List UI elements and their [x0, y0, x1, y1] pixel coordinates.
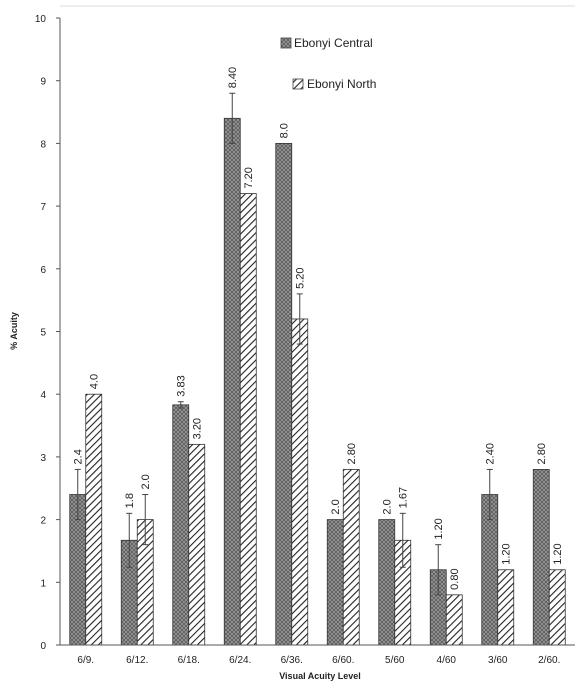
x-tick-label: 6/24. — [229, 655, 251, 666]
x-tick-label: 6/60. — [332, 655, 354, 666]
data-label-ebonyi-north-3-60: 1.20 — [501, 543, 513, 564]
y-tick-label: 6 — [40, 265, 46, 276]
y-tick-label: 4 — [40, 390, 46, 401]
y-tick-label: 3 — [40, 453, 46, 464]
bar-ebonyi-central-6-18 — [172, 404, 190, 646]
y-tick-label: 10 — [35, 14, 47, 25]
data-label-ebonyi-north-6-18: 3.20 — [192, 418, 204, 439]
bar-ebonyi-north-6-9 — [85, 393, 103, 646]
bar-ebonyi-north-6-18 — [188, 443, 206, 646]
legend-label-ebonyi-north: Ebonyi North — [307, 77, 376, 91]
data-label-ebonyi-central-2-60: 2.80 — [536, 443, 548, 464]
y-tick-label: 8 — [40, 139, 46, 150]
x-tick-label: 5/60 — [385, 655, 405, 666]
y-tick-label: 0 — [40, 641, 46, 652]
x-tick-label: 2/60. — [538, 655, 560, 666]
data-label-ebonyi-north-6-36: 5.20 — [295, 267, 307, 288]
data-label-ebonyi-central-6-60: 2.0 — [330, 499, 342, 514]
data-label-ebonyi-central-4-60: 1.20 — [433, 518, 445, 539]
data-label-ebonyi-north-6-60: 2.80 — [346, 443, 358, 464]
bar-ebonyi-north-4-60 — [445, 594, 463, 646]
y-axis-title: % Acuity — [9, 312, 19, 350]
data-label-ebonyi-north-6-9: 4.0 — [89, 374, 101, 389]
bar-ebonyi-central-2-60 — [532, 469, 550, 646]
bars — [69, 92, 566, 646]
x-tick-label: 6/18. — [178, 655, 200, 666]
legend-swatch-ebonyi-central — [280, 37, 292, 49]
bar-ebonyi-central-6-36 — [275, 142, 293, 646]
data-label-ebonyi-north-6-24: 7.20 — [243, 167, 255, 188]
legend-label-ebonyi-central: Ebonyi Central — [294, 36, 373, 50]
y-tick-label: 9 — [40, 77, 46, 88]
y-tick-label: 5 — [40, 328, 46, 339]
y-tick-label: 2 — [40, 516, 46, 527]
x-tick-label: 6/12. — [126, 655, 148, 666]
bar-ebonyi-north-6-24 — [239, 193, 257, 646]
x-tick-label: 3/60 — [488, 655, 508, 666]
data-label-ebonyi-central-6-9: 2.4 — [73, 449, 85, 464]
bar-ebonyi-north-2-60 — [548, 569, 566, 646]
bar-ebonyi-north-3-60 — [497, 569, 515, 646]
y-axis-ticks: 0 1 2 3 4 5 6 7 8 9 10 — [35, 14, 60, 652]
data-label-ebonyi-north-2-60: 1.20 — [552, 543, 564, 564]
bar-ebonyi-central-6-24 — [223, 117, 241, 646]
x-tick-label: 6/9. — [77, 655, 94, 666]
x-axis-title: Visual Acuity Level — [279, 671, 361, 681]
bar-ebonyi-central-5-60 — [378, 519, 396, 646]
y-tick-label: 7 — [40, 202, 46, 213]
bar-ebonyi-north-6-60 — [342, 469, 360, 646]
data-label-ebonyi-central-3-60: 2.40 — [485, 443, 497, 464]
legend: Ebonyi Central Ebonyi North — [280, 36, 376, 91]
x-tick-label: 4/60 — [437, 655, 457, 666]
data-label-ebonyi-central-6-18: 3.83 — [176, 375, 188, 396]
data-label-ebonyi-north-5-60: 1.67 — [398, 487, 410, 508]
data-label-ebonyi-central-6-24: 8.40 — [227, 67, 239, 88]
bar-ebonyi-north-6-36 — [291, 318, 309, 646]
data-label-ebonyi-central-6-12: 1.8 — [124, 493, 136, 508]
y-tick-label: 1 — [40, 578, 46, 589]
bar-ebonyi-central-6-60 — [326, 519, 344, 646]
x-axis-ticks: 6/9. 6/12. 6/18. 6/24. 6/36. 6/60. 5/60 4/60 3/6… — [77, 655, 560, 666]
x-tick-label: 6/36. — [281, 655, 303, 666]
data-labels: 2.4 4.0 1.8 2.0 3.83 3.20 8.40 7.20 8.0 5.20 2.0 2.… — [73, 67, 565, 590]
data-label-ebonyi-north-4-60: 0.80 — [449, 568, 461, 589]
data-label-ebonyi-central-5-60: 2.0 — [382, 499, 394, 514]
data-label-ebonyi-north-6-12: 2.0 — [140, 474, 152, 489]
legend-swatch-ebonyi-north — [292, 78, 304, 90]
data-label-ebonyi-central-6-36: 8.0 — [279, 123, 291, 138]
